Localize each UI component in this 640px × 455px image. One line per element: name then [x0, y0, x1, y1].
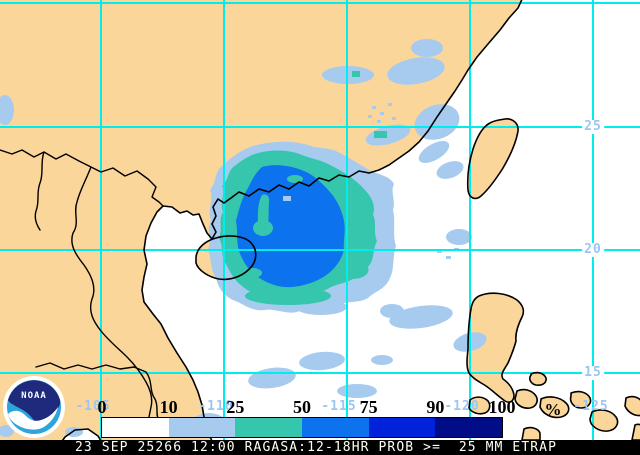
colorbar-tick-label: 90 [426, 397, 445, 417]
lat-tick-label: 25 [582, 119, 604, 134]
logo-sky [8, 380, 61, 429]
lat-tick-label: 15 [582, 365, 604, 380]
colorbar-segment [168, 418, 236, 437]
colorbar-segment [302, 418, 369, 437]
lon-tick-label: -125 [573, 399, 609, 414]
colorbar-segment [235, 418, 303, 437]
colorbar [101, 417, 503, 438]
precip-core-holes [244, 175, 303, 278]
colorbar-segment [368, 418, 436, 437]
colorbar-segment [102, 418, 169, 437]
colorbar-tick-label: 50 [293, 397, 311, 417]
noaa-logo: NOAA [3, 376, 65, 438]
colorbar-tick-label: 100 [488, 397, 516, 417]
lon-tick-label: -115 [321, 399, 357, 414]
status-text: 23 SEP 25266 12:00 RAGASA:12-18HR PROB >… [75, 440, 558, 455]
lat-tick-label: 20 [582, 242, 604, 257]
colorbar-tick-label: 75 [359, 397, 378, 417]
lon-tick-label: -110 [198, 399, 234, 414]
status-bar: 23 SEP 25266 12:00 RAGASA:12-18HR PROB >… [0, 440, 640, 455]
lon-tick-label: -105 [75, 399, 111, 414]
logo-label: NOAA [21, 391, 47, 401]
colorbar-unit-label: % [544, 400, 562, 419]
lon-tick-label: -120 [444, 399, 480, 414]
colorbar-tick-label: 0 [97, 397, 107, 417]
logo-gull-icon [8, 407, 58, 430]
colorbar-tick-label: 25 [226, 397, 245, 417]
colorbar-tick-label: 10 [159, 397, 178, 417]
colorbar-segment [435, 418, 503, 437]
